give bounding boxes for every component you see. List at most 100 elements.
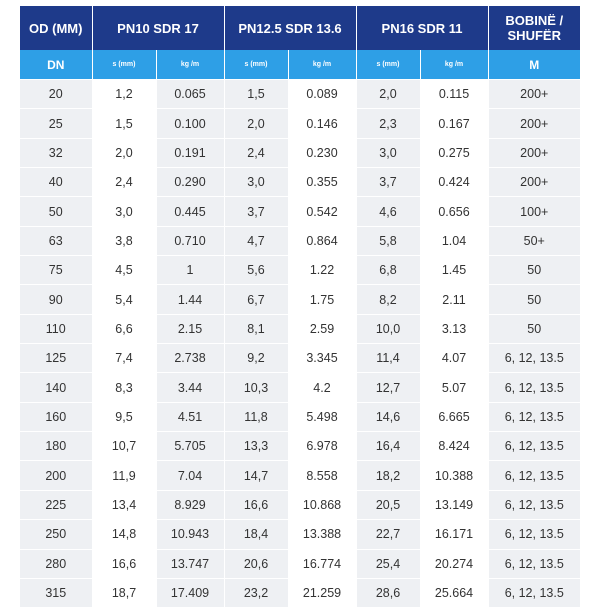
s-unit-header: s (mm) xyxy=(356,50,420,80)
dn-cell: 75 xyxy=(20,256,92,285)
pn12-5-s-cell: 18,4 xyxy=(224,520,288,549)
pn10-s-cell: 14,8 xyxy=(92,520,156,549)
s-unit-header: s (mm) xyxy=(224,50,288,80)
pn10-s-cell: 18,7 xyxy=(92,578,156,607)
pn16-kg-cell: 0.424 xyxy=(420,168,488,197)
pn10-kg-cell: 17.409 xyxy=(156,578,224,607)
header-row-units: DN s (mm) kg /m s (mm) kg /m s (mm) kg /… xyxy=(20,50,580,80)
coil-length-cell: 50 xyxy=(488,285,580,314)
pn10-s-cell: 5,4 xyxy=(92,285,156,314)
pn16-kg-cell: 1.04 xyxy=(420,226,488,255)
pn12-5-s-cell: 3,0 xyxy=(224,168,288,197)
pn10-s-cell: 10,7 xyxy=(92,432,156,461)
pn12-5-s-cell: 14,7 xyxy=(224,461,288,490)
coil-length-cell: 200+ xyxy=(488,109,580,138)
coil-length-cell: 6, 12, 13.5 xyxy=(488,461,580,490)
pn16-s-cell: 11,4 xyxy=(356,344,420,373)
dn-cell: 50 xyxy=(20,197,92,226)
pn12-5-kg-cell: 0.089 xyxy=(288,80,356,109)
coil-length-cell: 200+ xyxy=(488,138,580,167)
dn-cell: 140 xyxy=(20,373,92,402)
pn12-5-kg-cell: 0.230 xyxy=(288,138,356,167)
coil-length-cell: 200+ xyxy=(488,168,580,197)
pn16-kg-cell: 13.149 xyxy=(420,490,488,519)
pn16-s-cell: 4,6 xyxy=(356,197,420,226)
pn10-kg-cell: 4.51 xyxy=(156,402,224,431)
pn12-5-kg-cell: 8.558 xyxy=(288,461,356,490)
pn10-s-cell: 1,2 xyxy=(92,80,156,109)
pipe-spec-table-wrapper: OD (MM) PN10 SDR 17 PN12.5 SDR 13.6 PN16… xyxy=(20,6,580,607)
pn16-kg-cell: 20.274 xyxy=(420,549,488,578)
pn16-s-cell: 6,8 xyxy=(356,256,420,285)
pn10-s-cell: 6,6 xyxy=(92,314,156,343)
pn12-5-kg-cell: 6.978 xyxy=(288,432,356,461)
pn16-kg-cell: 1.45 xyxy=(420,256,488,285)
coil-length-cell: 6, 12, 13.5 xyxy=(488,344,580,373)
pn16-kg-cell: 16.171 xyxy=(420,520,488,549)
pn10-s-cell: 3,8 xyxy=(92,226,156,255)
pn12-5-kg-cell: 5.498 xyxy=(288,402,356,431)
pn10-header: PN10 SDR 17 xyxy=(92,6,224,50)
dn-cell: 280 xyxy=(20,549,92,578)
pn16-s-cell: 22,7 xyxy=(356,520,420,549)
dn-cell: 20 xyxy=(20,80,92,109)
pn12-5-kg-cell: 4.2 xyxy=(288,373,356,402)
pn16-s-cell: 2,0 xyxy=(356,80,420,109)
pn16-kg-cell: 8.424 xyxy=(420,432,488,461)
coil-length-cell: 50 xyxy=(488,314,580,343)
pn10-kg-cell: 3.44 xyxy=(156,373,224,402)
pn10-s-cell: 2,0 xyxy=(92,138,156,167)
s-unit-header: s (mm) xyxy=(92,50,156,80)
pn12-5-kg-cell: 0.146 xyxy=(288,109,356,138)
pn10-kg-cell: 10.943 xyxy=(156,520,224,549)
dn-cell: 225 xyxy=(20,490,92,519)
dn-header: DN xyxy=(20,50,92,80)
pn10-s-cell: 4,5 xyxy=(92,256,156,285)
coil-length-cell: 6, 12, 13.5 xyxy=(488,549,580,578)
dn-cell: 160 xyxy=(20,402,92,431)
pn12-5-header: PN12.5 SDR 13.6 xyxy=(224,6,356,50)
pn16-kg-cell: 10.388 xyxy=(420,461,488,490)
pn16-kg-cell: 0.275 xyxy=(420,138,488,167)
pn16-s-cell: 2,3 xyxy=(356,109,420,138)
coil-length-cell: 6, 12, 13.5 xyxy=(488,520,580,549)
kg-unit-header: kg /m xyxy=(156,50,224,80)
coil-header: BOBINË / SHUFËR xyxy=(488,6,580,50)
pn16-s-cell: 28,6 xyxy=(356,578,420,607)
pn10-s-cell: 13,4 xyxy=(92,490,156,519)
coil-length-cell: 100+ xyxy=(488,197,580,226)
kg-unit-header: kg /m xyxy=(420,50,488,80)
pn12-5-kg-cell: 10.868 xyxy=(288,490,356,519)
od-header: OD (MM) xyxy=(20,6,92,50)
pn12-5-kg-cell: 16.774 xyxy=(288,549,356,578)
pn12-5-s-cell: 1,5 xyxy=(224,80,288,109)
pn10-kg-cell: 13.747 xyxy=(156,549,224,578)
pn16-kg-cell: 5.07 xyxy=(420,373,488,402)
pn16-s-cell: 12,7 xyxy=(356,373,420,402)
pn16-kg-cell: 0.115 xyxy=(420,80,488,109)
coil-length-cell: 6, 12, 13.5 xyxy=(488,578,580,607)
m-unit-header: M xyxy=(488,50,580,80)
pn12-5-kg-cell: 0.864 xyxy=(288,226,356,255)
pn10-kg-cell: 0.100 xyxy=(156,109,224,138)
pn12-5-kg-cell: 1.75 xyxy=(288,285,356,314)
pn16-kg-cell: 2.11 xyxy=(420,285,488,314)
pn12-5-s-cell: 13,3 xyxy=(224,432,288,461)
pipe-spec-table: OD (MM) PN10 SDR 17 PN12.5 SDR 13.6 PN16… xyxy=(20,6,580,607)
dn-cell: 63 xyxy=(20,226,92,255)
pn10-s-cell: 9,5 xyxy=(92,402,156,431)
